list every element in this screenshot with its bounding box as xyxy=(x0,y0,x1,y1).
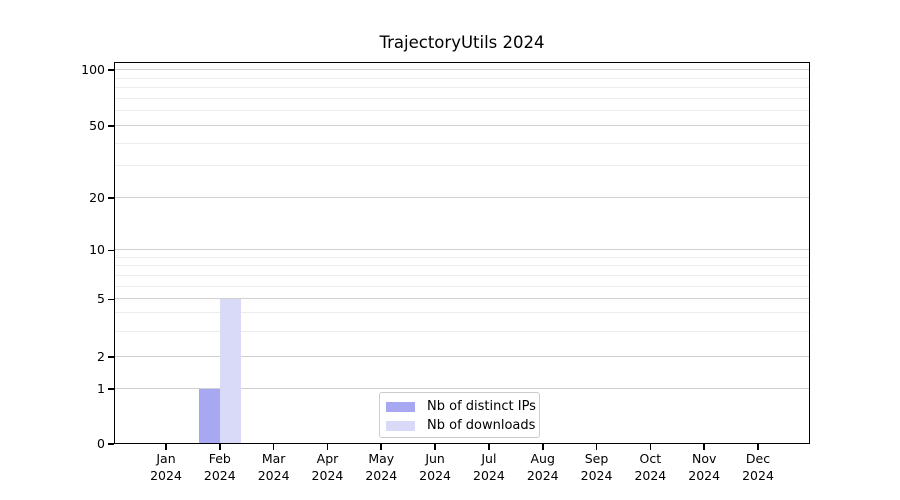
x-tick-label-month: Sep xyxy=(584,451,609,466)
x-tick-mark xyxy=(595,444,598,450)
legend-label: Nb of distinct IPs xyxy=(427,399,536,414)
legend-entry: Nb of distinct IPs xyxy=(386,397,539,416)
y-tick-label: 50 xyxy=(89,117,105,133)
x-tick-label-month: Apr xyxy=(316,451,339,466)
x-tick-label: Jul 2024 xyxy=(457,451,521,484)
gridline-minor xyxy=(114,165,810,167)
gridline-minor xyxy=(114,97,810,99)
x-tick-label-month: Jul xyxy=(481,451,497,466)
x-tick-label: Jan 2024 xyxy=(134,451,198,484)
bar-nb-of-downloads-feb-2024 xyxy=(219,299,242,444)
x-tick-label-month: Aug xyxy=(530,451,555,466)
x-tick-label-year: 2024 xyxy=(473,467,505,483)
x-tick-label: May 2024 xyxy=(349,451,413,484)
y-tick-mark xyxy=(108,125,114,127)
x-tick-mark xyxy=(757,444,759,450)
gridline-major xyxy=(114,298,810,300)
y-tick-label: 5 xyxy=(97,291,105,307)
plot-area xyxy=(114,62,810,444)
gridline-minor xyxy=(114,87,810,89)
x-tick-label-year: 2024 xyxy=(634,467,667,483)
y-tick-label: 100 xyxy=(81,61,105,77)
x-tick-mark xyxy=(380,444,383,450)
gridline-minor xyxy=(114,274,810,276)
gridline-major xyxy=(114,356,810,358)
x-tick-label-month: Nov xyxy=(691,451,717,466)
x-tick-mark xyxy=(649,444,652,450)
gridline-major xyxy=(114,388,810,389)
x-tick-mark xyxy=(434,444,436,450)
x-tick-label-year: 2024 xyxy=(688,467,721,483)
x-tick-mark xyxy=(541,444,544,450)
x-tick-label-month: Oct xyxy=(639,451,662,466)
x-tick-label: Oct 2024 xyxy=(618,451,682,484)
x-tick-label-year: 2024 xyxy=(580,467,613,483)
bar-nb-of-distinct-ips-feb-2024 xyxy=(198,389,220,444)
x-tick-label: Dec 2024 xyxy=(726,451,790,484)
legend-swatch xyxy=(386,401,415,412)
x-tick-mark xyxy=(165,444,167,450)
gridline-major xyxy=(114,249,810,251)
x-tick-mark xyxy=(219,444,221,450)
gridline-minor xyxy=(114,285,810,287)
x-tick-mark xyxy=(488,444,490,450)
x-tick-label: Nov 2024 xyxy=(672,451,736,484)
gridline-minor xyxy=(114,77,810,79)
gridline-minor xyxy=(114,256,810,258)
gridline-major xyxy=(114,125,810,126)
gridline-minor xyxy=(114,142,810,144)
y-tick-label: 0 xyxy=(97,436,105,451)
gridline-minor xyxy=(114,110,810,112)
x-tick-mark xyxy=(272,444,275,450)
gridline-minor xyxy=(114,265,810,267)
gridline-major xyxy=(114,197,810,198)
x-tick-label-year: 2024 xyxy=(257,467,290,483)
y-tick-mark xyxy=(108,249,114,252)
legend-label: Nb of downloads xyxy=(427,418,536,433)
gridline-major xyxy=(114,68,810,70)
x-tick-label-year: 2024 xyxy=(150,467,182,483)
y-tick-label: 20 xyxy=(89,189,105,205)
x-tick-label-year: 2024 xyxy=(203,467,236,483)
x-tick-mark xyxy=(326,444,329,450)
y-tick-mark xyxy=(108,197,114,199)
x-tick-label-year: 2024 xyxy=(365,467,398,483)
x-tick-label-year: 2024 xyxy=(311,467,344,483)
x-tick-label-year: 2024 xyxy=(526,467,559,483)
x-tick-label-month: Jun xyxy=(425,451,445,466)
x-tick-mark xyxy=(703,444,705,450)
x-tick-label-month: Dec xyxy=(745,451,771,466)
x-tick-label-month: Jan xyxy=(156,451,176,466)
axes-spines xyxy=(114,62,810,444)
y-tick-label: 10 xyxy=(89,242,105,258)
chart-title: TrajectoryUtils 2024 xyxy=(379,33,545,52)
gridline-minor xyxy=(114,330,810,332)
x-tick-label: Mar 2024 xyxy=(242,451,306,484)
y-tick-mark xyxy=(108,388,114,390)
x-tick-label: Aug 2024 xyxy=(511,451,575,484)
x-tick-label: Sep 2024 xyxy=(565,451,629,484)
y-tick-mark xyxy=(108,298,114,301)
x-tick-label-month: Feb xyxy=(208,451,231,466)
legend: Nb of distinct IPs Nb of downloads xyxy=(379,392,540,438)
y-tick-label: 2 xyxy=(97,349,105,365)
gridline-minor xyxy=(114,312,810,314)
x-tick-label: Feb 2024 xyxy=(188,451,252,484)
x-tick-label-year: 2024 xyxy=(742,467,774,483)
y-tick-mark xyxy=(108,69,114,71)
y-tick-mark xyxy=(108,356,114,358)
y-tick-mark xyxy=(108,443,114,445)
legend-entry: Nb of downloads xyxy=(386,416,539,435)
x-tick-label-month: May xyxy=(368,451,395,466)
x-tick-label: Apr 2024 xyxy=(295,451,359,484)
legend-swatch xyxy=(386,420,415,431)
x-tick-label-year: 2024 xyxy=(419,467,451,483)
y-tick-label: 1 xyxy=(97,380,105,396)
x-tick-label-month: Mar xyxy=(261,451,286,466)
x-tick-label: Jun 2024 xyxy=(403,451,467,484)
